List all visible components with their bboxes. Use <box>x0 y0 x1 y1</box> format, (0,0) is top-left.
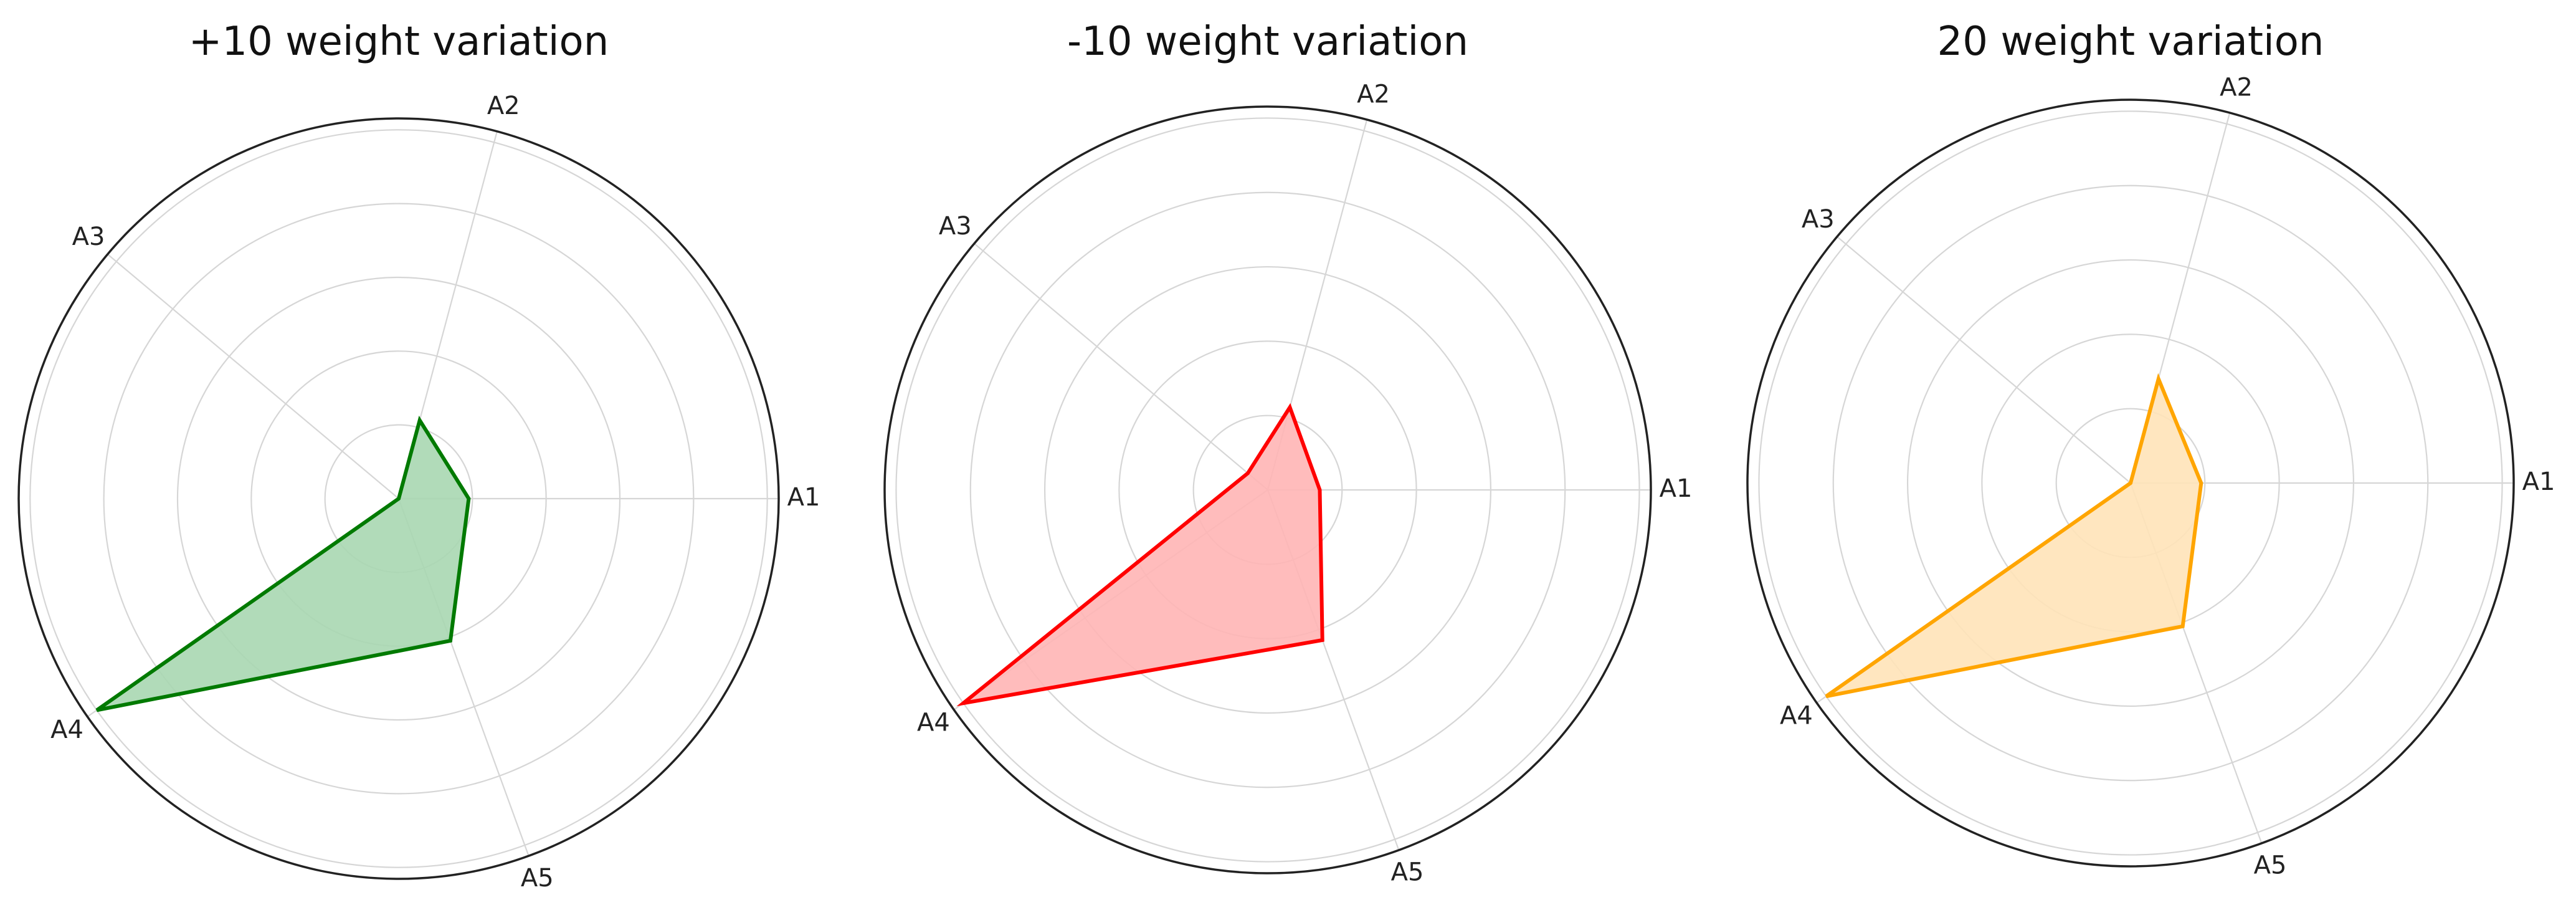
series-area <box>1826 378 2202 697</box>
radar-frame <box>17 117 780 880</box>
axis-spoke-a3 <box>974 242 1268 491</box>
axis-label-a2: A2 <box>487 92 520 120</box>
radar-frame <box>1746 98 2515 868</box>
axis-label-a3: A3 <box>939 212 972 241</box>
axis-label-a3: A3 <box>72 223 105 251</box>
series-area <box>963 407 1323 704</box>
axis-label-a4: A4 <box>917 709 950 737</box>
axis-label-a4: A4 <box>50 716 83 744</box>
series-outline <box>956 403 1324 707</box>
axis-label-a3: A3 <box>1802 205 1835 234</box>
series-outline <box>1825 373 2203 699</box>
axis-label-a1: A1 <box>2522 467 2555 496</box>
series-area <box>97 420 469 711</box>
axis-label-a1: A1 <box>787 483 820 512</box>
axis-label-a2: A2 <box>1357 80 1390 108</box>
axis-spoke-a3 <box>1837 236 2131 484</box>
axis-label-a5: A5 <box>2254 851 2287 879</box>
chart-title: 20 weight variation <box>1937 19 2324 65</box>
axis-label-a5: A5 <box>1391 858 1424 886</box>
axis-label-a2: A2 <box>2220 73 2253 102</box>
axis-label-a4: A4 <box>1780 702 1813 730</box>
chart-title: +10 weight variation <box>189 19 609 65</box>
series-outline <box>95 415 471 712</box>
axis-spoke-a3 <box>107 254 399 499</box>
radar-panel-1: A1 A2 A3 A4 A5 +10 weight variation <box>17 19 820 893</box>
axis-label-a1: A1 <box>1660 474 1693 503</box>
radar-panel-2: A1 A2 A3 A4 A5 -10 weight variation <box>883 19 1693 886</box>
radar-frame <box>883 105 1652 874</box>
axis-label-a5: A5 <box>521 864 554 893</box>
radar-panel-3: A1 A2 A3 A4 A5 20 weight variation <box>1746 19 2555 879</box>
chart-title: -10 weight variation <box>1067 19 1468 65</box>
